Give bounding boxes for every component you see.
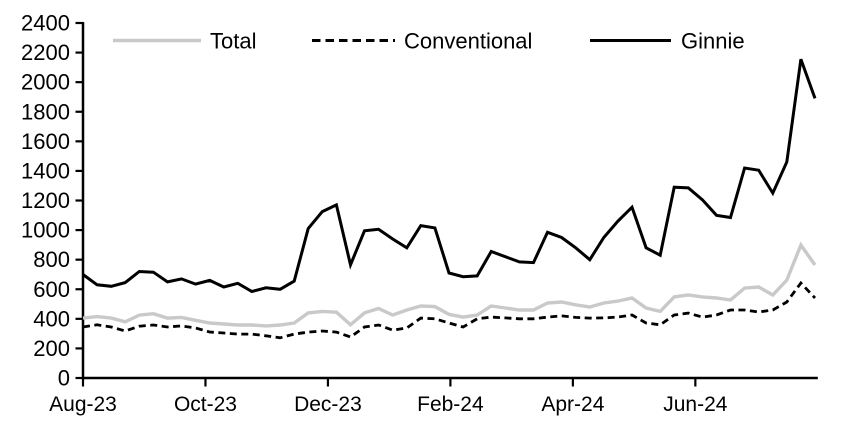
- series-line-conventional: [82, 280, 817, 340]
- y-axis-tick-label: 1000: [21, 218, 70, 243]
- y-axis-tick-label: 200: [33, 336, 70, 361]
- legend-label-total: Total: [210, 29, 256, 54]
- x-axis-tick-label: Aug-23: [49, 393, 117, 416]
- x-axis-tick-label: Jun-24: [663, 393, 728, 416]
- y-axis-tick-label: 2200: [21, 40, 70, 65]
- series-line-ginnie: [82, 58, 817, 294]
- y-axis-tick-label: 800: [33, 247, 70, 272]
- legend-label-conventional: Conventional: [404, 29, 532, 54]
- y-axis-tick-label: 400: [33, 306, 70, 331]
- y-axis-tick-label: 1200: [21, 188, 70, 213]
- x-axis-tick-label: Oct-23: [174, 393, 237, 416]
- y-axis-tick-label: 600: [33, 277, 70, 302]
- legend-label-ginnie: Ginnie: [681, 29, 745, 54]
- y-axis-tick-label: 2400: [21, 11, 70, 36]
- y-axis-tick-label: 0: [58, 366, 70, 391]
- x-axis-tick-label: Feb-24: [417, 393, 484, 416]
- y-axis-tick-label: 2000: [21, 70, 70, 95]
- x-axis-tick-label: Apr-24: [541, 393, 604, 416]
- series-line-total: [82, 241, 817, 328]
- y-axis-tick-label: 1400: [21, 158, 70, 183]
- x-axis-tick-label: Dec-23: [294, 393, 362, 416]
- y-axis-tick-label: 1800: [21, 99, 70, 124]
- y-axis-tick-label: 1600: [21, 129, 70, 154]
